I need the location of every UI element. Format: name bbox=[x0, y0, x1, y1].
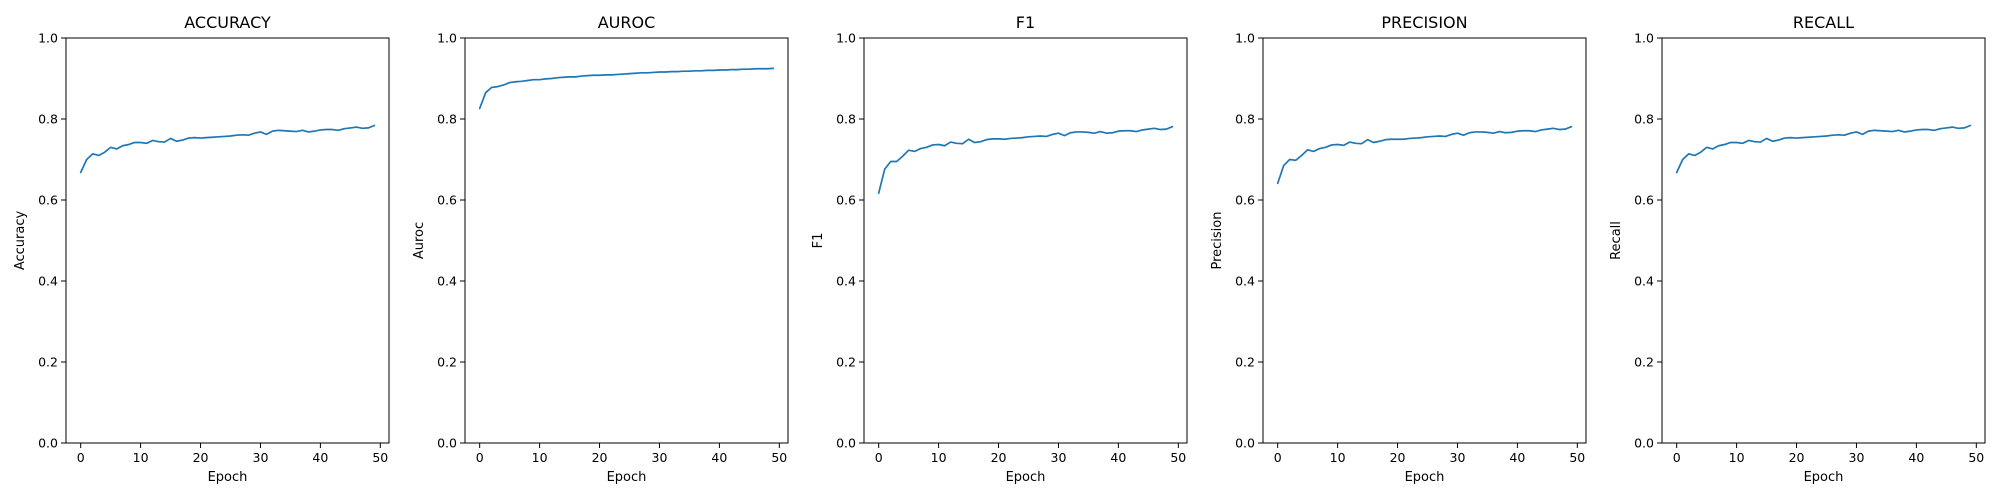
y-tick-label: 0.4 bbox=[38, 274, 58, 289]
y-tick-label: 0.8 bbox=[1634, 112, 1654, 127]
x-tick-label: 30 bbox=[253, 450, 269, 465]
y-tick-label: 0.0 bbox=[1235, 436, 1255, 451]
x-tick-label: 0 bbox=[476, 450, 484, 465]
chart-panel-auroc: AUROC 0.0 0.2 0.4 0.6 0.8 1.0 0 10 20 30 40 50 Epoch A… bbox=[412, 13, 789, 485]
x-tick-label: 30 bbox=[1051, 450, 1067, 465]
y-tick-label: 0.0 bbox=[836, 436, 856, 451]
x-tick-label: 50 bbox=[1569, 450, 1585, 465]
y-tick-label: 0.2 bbox=[38, 355, 58, 370]
x-axis-label: Epoch bbox=[208, 470, 248, 485]
x-tick-label: 20 bbox=[991, 450, 1007, 465]
x-tick-label: 30 bbox=[1450, 450, 1466, 465]
series-line-f1 bbox=[877, 125, 1174, 194]
axes-frame bbox=[1262, 37, 1587, 444]
chart-panel-precision: PRECISION 0.0 0.2 0.4 0.6 0.8 1.0 0 10 20 30 40 50 Ep… bbox=[1210, 13, 1587, 485]
series-line-auroc bbox=[478, 67, 775, 110]
y-tick-label: 1.0 bbox=[1235, 31, 1255, 46]
y-tick-label: 0.8 bbox=[38, 112, 58, 127]
y-tick-label: 0.6 bbox=[437, 193, 457, 208]
series-line-accuracy bbox=[79, 124, 376, 174]
chart-title: PRECISION bbox=[1381, 13, 1467, 32]
x-axis-label: Epoch bbox=[1405, 470, 1445, 485]
y-tick-label: 0.8 bbox=[1235, 112, 1255, 127]
y-tick-label: 1.0 bbox=[38, 31, 58, 46]
series-line-precision bbox=[1276, 125, 1573, 185]
series-line-recall bbox=[1675, 124, 1972, 174]
y-tick-label: 0.8 bbox=[836, 112, 856, 127]
y-tick-label: 0.2 bbox=[1235, 355, 1255, 370]
y-tick-label: 0.6 bbox=[836, 193, 856, 208]
x-axis-label: Epoch bbox=[1804, 470, 1844, 485]
y-tick-label: 0.6 bbox=[1235, 193, 1255, 208]
y-axis-label: Accuracy bbox=[13, 211, 28, 271]
x-tick-label: 40 bbox=[1509, 450, 1525, 465]
x-tick-label: 20 bbox=[592, 450, 608, 465]
y-tick-label: 1.0 bbox=[1634, 31, 1654, 46]
x-axis-label: Epoch bbox=[1006, 470, 1046, 485]
x-tick-label: 30 bbox=[1849, 450, 1865, 465]
x-tick-label: 0 bbox=[77, 450, 85, 465]
y-axis-label: Recall bbox=[1609, 221, 1624, 260]
x-tick-label: 40 bbox=[1110, 450, 1126, 465]
x-tick-label: 50 bbox=[771, 450, 787, 465]
chart-title: ACCURACY bbox=[184, 13, 271, 32]
y-tick-label: 1.0 bbox=[437, 31, 457, 46]
x-tick-label: 20 bbox=[193, 450, 209, 465]
y-tick-label: 0.4 bbox=[1634, 274, 1654, 289]
y-tick-label: 0.4 bbox=[836, 274, 856, 289]
chart-title: RECALL bbox=[1793, 13, 1854, 32]
x-tick-label: 20 bbox=[1789, 450, 1805, 465]
y-tick-label: 0.4 bbox=[1235, 274, 1255, 289]
x-tick-label: 10 bbox=[1330, 450, 1346, 465]
x-tick-label: 0 bbox=[1274, 450, 1282, 465]
x-axis-label: Epoch bbox=[607, 470, 647, 485]
chart-panel-accuracy: ACCURACY 0.0 0.2 0.4 0.6 0.8 1.0 0 10 20 30 40 50 Epo… bbox=[13, 13, 390, 485]
x-tick-label: 40 bbox=[312, 450, 328, 465]
x-tick-label: 10 bbox=[931, 450, 947, 465]
y-tick-label: 0.2 bbox=[1634, 355, 1654, 370]
x-tick-label: 0 bbox=[875, 450, 883, 465]
chart-title: AUROC bbox=[598, 13, 656, 32]
x-tick-label: 50 bbox=[372, 450, 388, 465]
y-tick-label: 0.0 bbox=[437, 436, 457, 451]
chart-panel-f1: F1 0.0 0.2 0.4 0.6 0.8 1.0 0 10 20 30 40 50 Epoch F1 bbox=[811, 13, 1188, 485]
chart-title: F1 bbox=[1016, 13, 1035, 32]
x-tick-label: 40 bbox=[711, 450, 727, 465]
y-axis-label: Precision bbox=[1210, 211, 1225, 269]
x-tick-label: 10 bbox=[532, 450, 548, 465]
axes-frame bbox=[464, 37, 789, 444]
axes-frame bbox=[863, 37, 1188, 444]
y-tick-label: 1.0 bbox=[836, 31, 856, 46]
x-tick-label: 50 bbox=[1968, 450, 1984, 465]
x-tick-label: 0 bbox=[1673, 450, 1681, 465]
x-tick-label: 10 bbox=[133, 450, 149, 465]
y-tick-label: 0.0 bbox=[38, 436, 58, 451]
x-tick-label: 40 bbox=[1908, 450, 1924, 465]
y-tick-label: 0.6 bbox=[1634, 193, 1654, 208]
x-tick-label: 50 bbox=[1170, 450, 1186, 465]
axes-frame bbox=[65, 37, 390, 444]
y-tick-label: 0.2 bbox=[836, 355, 856, 370]
chart-panel-recall: RECALL 0.0 0.2 0.4 0.6 0.8 1.0 0 10 20 30 40 50 Epoch… bbox=[1609, 13, 1986, 485]
y-axis-label: F1 bbox=[811, 233, 826, 249]
y-tick-label: 0.8 bbox=[437, 112, 457, 127]
y-tick-label: 0.2 bbox=[437, 355, 457, 370]
y-axis-label: Auroc bbox=[412, 222, 427, 259]
x-tick-label: 20 bbox=[1390, 450, 1406, 465]
axes-frame bbox=[1661, 37, 1986, 444]
y-tick-label: 0.4 bbox=[437, 274, 457, 289]
x-tick-label: 30 bbox=[652, 450, 668, 465]
y-tick-label: 0.0 bbox=[1634, 436, 1654, 451]
y-tick-label: 0.6 bbox=[38, 193, 58, 208]
x-tick-label: 10 bbox=[1729, 450, 1745, 465]
